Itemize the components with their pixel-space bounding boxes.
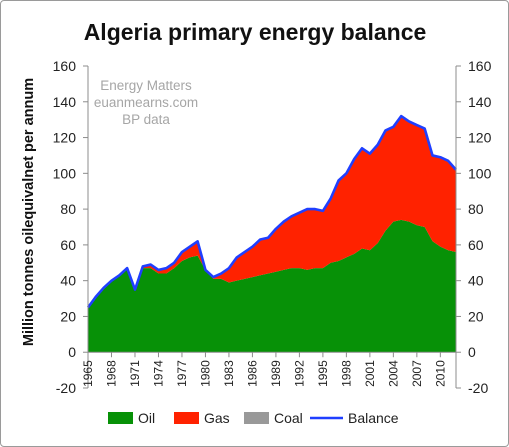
x-tick-label: 2007 <box>410 360 424 387</box>
x-tick-label: 1977 <box>175 360 189 387</box>
y-tick-label-left: 80 <box>60 201 76 217</box>
x-tick-label: 1974 <box>152 360 166 387</box>
y-tick-label-left: -20 <box>56 380 76 396</box>
y-tick-label-right: 120 <box>468 130 492 146</box>
y-tick-label-right: 40 <box>468 273 484 289</box>
series-area-oil <box>88 219 456 353</box>
legend-label-coal: Coal <box>274 410 303 426</box>
series-line-balance <box>86 114 457 309</box>
x-tick-label: 2001 <box>363 360 377 387</box>
x-tick-label: 1968 <box>105 360 119 387</box>
legend-label-balance: Balance <box>348 410 399 426</box>
x-tick-label: 1971 <box>128 360 142 387</box>
chart-annotation-line: BP data <box>122 112 170 127</box>
y-tick-label-right: 100 <box>468 165 492 181</box>
legend-swatch-coal <box>244 412 269 424</box>
y-tick-label-right: 60 <box>468 237 484 253</box>
legend-label-oil: Oil <box>138 410 155 426</box>
y-tick-label-left: 40 <box>60 273 76 289</box>
x-tick-label: 1965 <box>81 360 95 387</box>
legend-label-gas: Gas <box>204 410 230 426</box>
y-tick-label-left: 120 <box>53 130 77 146</box>
y-tick-label-left: 20 <box>60 308 76 324</box>
x-tick-label: 2004 <box>386 360 400 387</box>
y-tick-label-right: 160 <box>468 58 492 74</box>
y-tick-label-right: 0 <box>468 344 476 360</box>
chart-annotation-line: euanmearns.com <box>94 95 198 110</box>
x-tick-label: 2010 <box>433 360 447 387</box>
y-axis-label: Million tonnes oilequivalnet per annum <box>21 78 37 346</box>
x-tick-label: 1989 <box>269 360 283 387</box>
y-tick-label-left: 100 <box>53 165 77 181</box>
chart-title: Algeria primary energy balance <box>84 19 427 45</box>
y-tick-label-left: 60 <box>60 237 76 253</box>
y-tick-label-right: -20 <box>468 380 488 396</box>
y-tick-label-left: 0 <box>68 344 76 360</box>
x-tick-label: 1986 <box>245 360 259 387</box>
series-area-gas <box>88 116 456 308</box>
y-tick-label-right: 140 <box>468 94 492 110</box>
y-tick-label-left: 140 <box>53 94 77 110</box>
x-tick-label: 1983 <box>222 360 236 387</box>
y-tick-label-right: 80 <box>468 201 484 217</box>
legend: Oil Gas Coal Balance <box>108 410 399 426</box>
x-tick-label: 1998 <box>339 360 353 387</box>
y-tick-label-right: 20 <box>468 308 484 324</box>
y-tick-label-left: 160 <box>53 58 77 74</box>
x-tick-label: 1992 <box>292 360 306 387</box>
x-tick-label: 1995 <box>316 360 330 387</box>
x-tick-label: 1980 <box>198 360 212 387</box>
legend-swatch-oil <box>108 412 133 424</box>
legend-swatch-gas <box>174 412 199 424</box>
chart-annotation-line: Energy Matters <box>100 78 192 93</box>
